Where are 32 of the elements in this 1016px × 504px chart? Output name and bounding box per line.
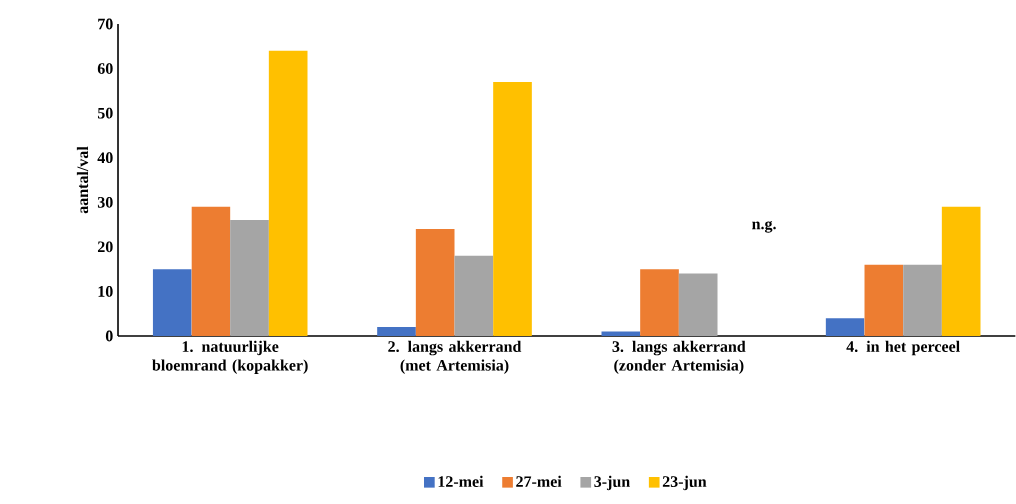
- x-tick-label: 1. natuurlijke bloemrand (kopakker): [152, 340, 308, 374]
- annotation: n.g.: [752, 220, 776, 233]
- bar: [377, 327, 416, 336]
- bar: [825, 318, 865, 336]
- y-tick-label: 70: [98, 18, 113, 30]
- bar: [152, 269, 192, 336]
- bar: [454, 255, 494, 336]
- bar: [678, 273, 718, 336]
- bar: [493, 81, 532, 336]
- legend-label: 3-jun: [594, 475, 630, 491]
- y-tick-label: 20: [97, 241, 113, 253]
- bar: [640, 269, 679, 336]
- y-tick-label: 60: [97, 63, 113, 74]
- bar: [268, 50, 308, 336]
- bar: [191, 206, 231, 336]
- x-tick-label: 4. in het perceel: [846, 340, 960, 356]
- bar: [415, 229, 455, 336]
- y-axis-title: aantal/val: [76, 146, 89, 214]
- bar: [864, 264, 904, 336]
- legend-label: 27-mei: [516, 475, 562, 487]
- bar: [230, 220, 269, 336]
- y-tick-label: 30: [97, 196, 113, 208]
- bar: [941, 206, 981, 336]
- y-tick-label: 40: [97, 152, 113, 164]
- legend-label: 12-mei: [438, 475, 484, 487]
- x-tick-label: 3. langs akkerrand (zonder Artemisia): [612, 340, 746, 374]
- bar: [903, 264, 942, 336]
- y-tick-label: 0: [105, 330, 113, 342]
- legend-label: 23-jun: [662, 475, 707, 491]
- y-tick-label: 50: [97, 107, 113, 119]
- y-tick-label: 10: [98, 286, 113, 297]
- x-tick-label: 2. langs akkerrand (met Artemisia): [388, 340, 522, 374]
